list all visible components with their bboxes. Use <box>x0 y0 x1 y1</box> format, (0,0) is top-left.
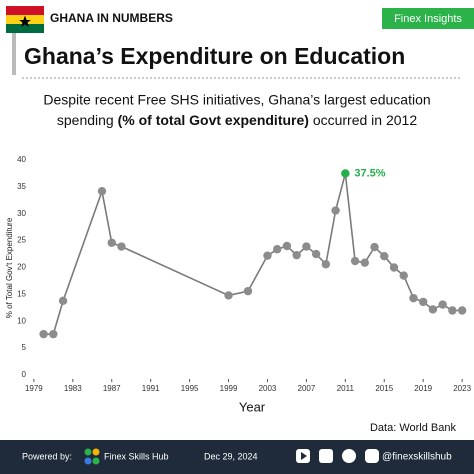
x-tick-label: 1983 <box>64 384 82 393</box>
social-icons <box>296 449 379 463</box>
point <box>302 242 311 251</box>
point <box>107 238 116 247</box>
title-bar <box>12 33 16 75</box>
point <box>273 245 282 254</box>
powered-by: Powered by: <box>22 451 72 461</box>
point <box>448 306 457 315</box>
point <box>224 291 233 300</box>
logo <box>84 448 100 465</box>
x-tick-label: 2011 <box>337 384 355 393</box>
subtitle: Despite recent Free SHS initiatives, Gha… <box>43 92 430 108</box>
badge-bg <box>382 8 474 29</box>
badge: Finex Insights <box>394 13 462 25</box>
source: Data: World Bank <box>370 422 457 434</box>
point <box>311 249 321 259</box>
x-tick-label: 1991 <box>142 384 160 393</box>
point <box>360 258 369 267</box>
plot: 0 5 10 15 20 25 30 35 40 1979 1983 1987 1991 1995 1999… <box>17 155 471 393</box>
point <box>263 251 272 260</box>
point <box>39 329 48 339</box>
x-tick-label: 1987 <box>103 384 121 393</box>
x-tick-label: 2019 <box>414 384 432 393</box>
point <box>292 250 301 260</box>
footer-bg <box>0 440 474 474</box>
linkedin-icon[interactable] <box>319 449 333 463</box>
point <box>117 242 126 251</box>
point <box>389 263 399 272</box>
point <box>370 242 379 252</box>
y-tick-label: 0 <box>22 370 27 379</box>
point <box>49 329 58 339</box>
y-tick-label: 35 <box>17 182 26 191</box>
subtitle-bold: (% of total Govt expenditure) <box>118 112 309 128</box>
point <box>409 293 418 303</box>
y-axis-label: % of Total Gov't Expenditure <box>5 217 14 318</box>
y-tick-label: 20 <box>17 263 26 272</box>
subtitle-part: occurred in 2012 <box>309 112 417 128</box>
x-tick-label: 1999 <box>220 384 238 393</box>
series-line <box>43 173 463 335</box>
point <box>419 297 428 307</box>
x-icon[interactable] <box>342 449 356 463</box>
x-axis-label: Year <box>239 399 266 414</box>
date: Dec 29, 2024 <box>204 451 258 461</box>
point <box>243 286 253 296</box>
subtitle-part: spending <box>57 112 118 128</box>
subtitle: spending (% of total Govt expenditure) o… <box>57 112 417 128</box>
handle: @finexskillshub <box>382 452 452 463</box>
point <box>97 186 107 196</box>
point <box>438 300 447 309</box>
chart-title: Ghana’s Expenditure on Education <box>24 43 405 69</box>
y-tick-label: 30 <box>17 209 26 218</box>
y-tick-label: 40 <box>17 155 26 164</box>
point <box>457 306 467 315</box>
x-tick-label: 2003 <box>259 384 277 393</box>
y-tick-label: 5 <box>22 343 27 352</box>
annotation: 37.5% <box>354 167 385 179</box>
y-tick-label: 15 <box>17 289 26 298</box>
point <box>341 169 350 178</box>
x-tick-label: 1995 <box>181 384 199 393</box>
point <box>282 241 292 251</box>
point <box>321 260 331 269</box>
x-tick-label: 2023 <box>453 384 471 393</box>
y-tick-label: 25 <box>17 236 26 245</box>
point <box>399 271 408 280</box>
flag <box>6 6 44 33</box>
point <box>58 296 68 306</box>
point <box>380 252 389 261</box>
brand: GHANA IN NUMBERS <box>50 11 173 25</box>
point <box>350 256 360 266</box>
x-tick-label: 2007 <box>298 384 316 393</box>
point <box>428 305 438 314</box>
x-tick-label: 2015 <box>375 384 393 393</box>
y-tick-label: 10 <box>17 316 26 325</box>
instagram-icon[interactable] <box>365 449 379 463</box>
x-tick-label: 1979 <box>25 384 43 393</box>
company: Finex Skills Hub <box>104 451 169 461</box>
point <box>331 206 340 215</box>
